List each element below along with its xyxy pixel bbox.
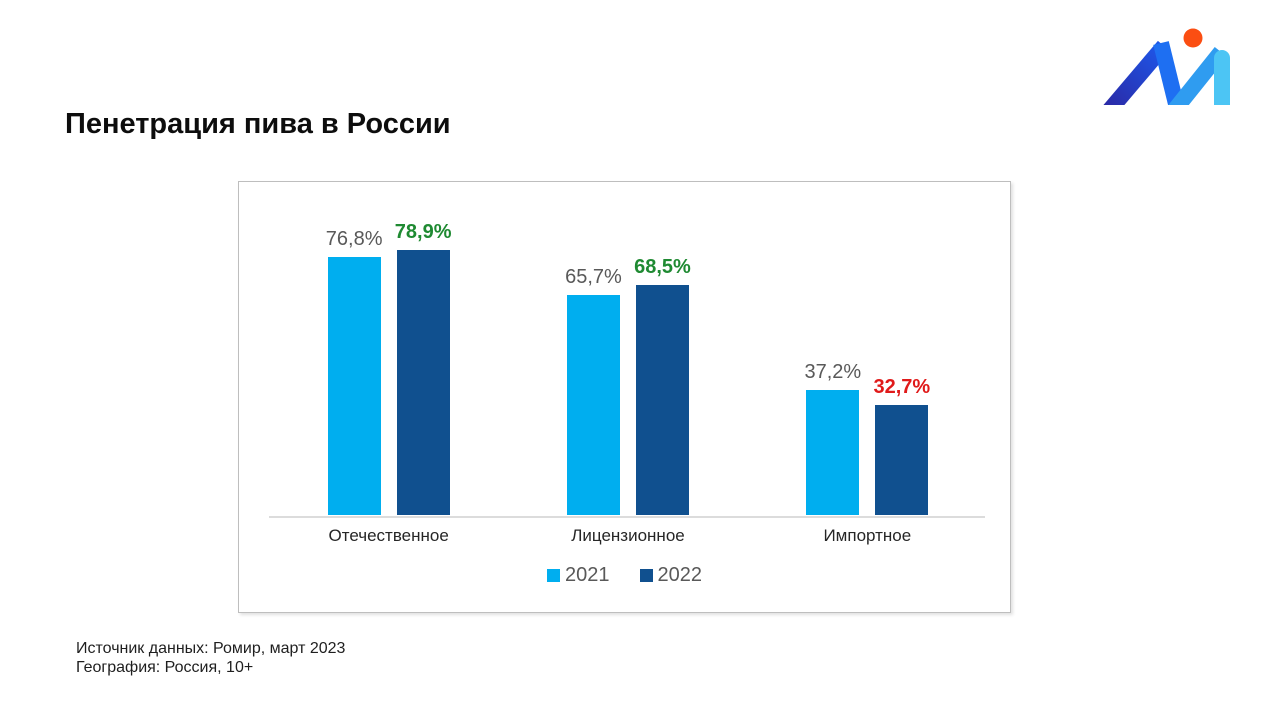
- category-label: Импортное: [823, 526, 912, 545]
- bar-value-label: 65,7%: [565, 265, 622, 288]
- bar-2022-2: [635, 285, 689, 515]
- legend-item-2021: 2021: [547, 564, 610, 587]
- bar-column-2021: 76,8%: [325, 183, 383, 515]
- bar-2022-1: [396, 250, 450, 515]
- page-title: Пенетрация пива в России: [65, 108, 451, 140]
- chart-legend: 2021 2022: [239, 564, 1010, 587]
- legend-swatch-icon: [547, 569, 560, 582]
- bar-2021-3: [806, 390, 860, 515]
- legend-label: 2022: [657, 564, 703, 586]
- logo-orange-dot: [1183, 28, 1203, 48]
- bar-value-label: 32,7%: [873, 376, 931, 399]
- bar-group-3: 37,2% 32,7%: [748, 183, 987, 515]
- bar-group-2: 65,7% 68,5%: [508, 183, 747, 515]
- bar-value-label: 78,9%: [394, 221, 452, 244]
- bar-column-2022: 78,9%: [394, 183, 452, 515]
- bar-value-label: 37,2%: [804, 361, 862, 384]
- x-axis-labels: Отечественное Лицензионное Импортное: [269, 526, 987, 546]
- bar-value-label: 68,5%: [634, 256, 691, 279]
- geography-note: География: Россия, 10+: [76, 659, 254, 676]
- logo-stroke-mid2: [1168, 47, 1228, 105]
- company-logo: [1103, 28, 1230, 105]
- bar-2022-3: [875, 405, 929, 515]
- bar-group-1: 76,8% 78,9%: [269, 183, 508, 515]
- bar-value-label: 76,8%: [325, 228, 383, 251]
- bar-2021-1: [327, 257, 381, 515]
- footer: Источник данных: Ромир, март 2023 Геогра…: [76, 639, 345, 677]
- plot-area: 76,8% 78,9% 65,7% 68,5% 37,2% 32,7%: [269, 183, 987, 515]
- legend-swatch-icon: [639, 569, 653, 582]
- bar-2021-2: [566, 294, 620, 515]
- bar-column-2022: 68,5%: [634, 183, 691, 515]
- x-axis-line: [269, 516, 985, 518]
- bar-column-2022: 32,7%: [873, 183, 931, 515]
- chart-container: 76,8% 78,9% 65,7% 68,5% 37,2% 32,7% Отечестве…: [238, 181, 1011, 613]
- category-label: Отечественное: [328, 526, 449, 545]
- source-note: Источник данных: Ромир, март 2023: [76, 640, 346, 657]
- legend-label: 2021: [565, 564, 610, 586]
- legend-item-2022: 2022: [639, 564, 703, 587]
- bar-column-2021: 65,7%: [565, 183, 622, 515]
- logo-stroke-light: [1214, 50, 1230, 105]
- bar-column-2021: 37,2%: [804, 183, 862, 515]
- logo-stroke-dark: [1103, 40, 1171, 105]
- category-label: Лицензионное: [571, 526, 685, 545]
